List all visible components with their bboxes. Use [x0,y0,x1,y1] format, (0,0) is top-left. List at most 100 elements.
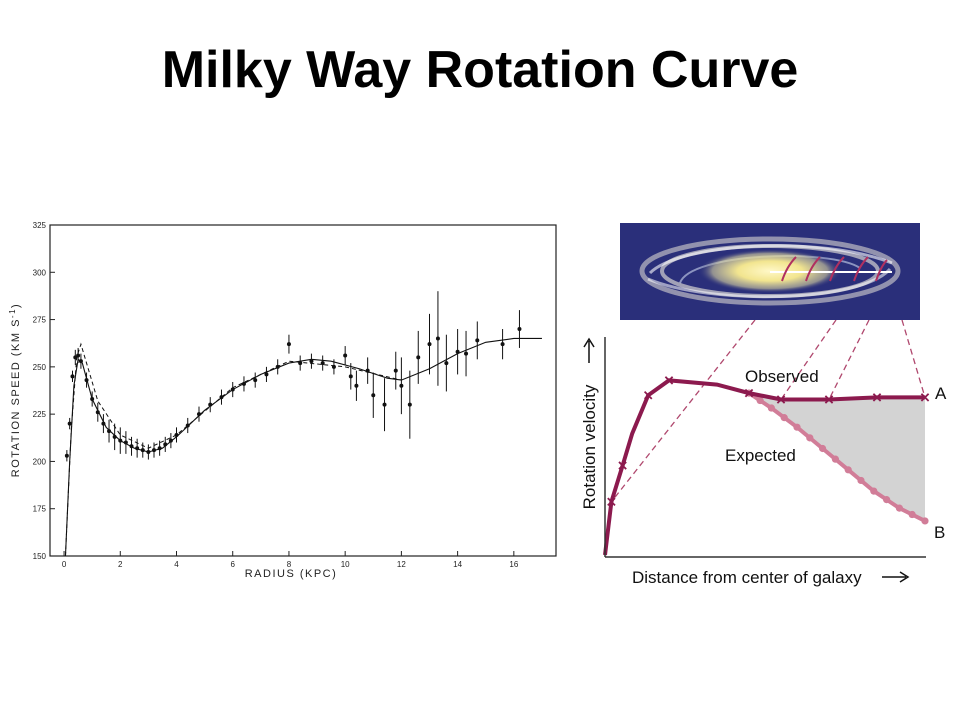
data-point [76,347,81,364]
data-marker [331,364,336,369]
data-point [129,436,134,456]
data-marker [393,368,398,373]
data-marker [444,361,449,366]
data-marker [320,361,325,366]
data-marker [286,342,291,347]
data-marker [348,374,353,379]
y-tick-label: 150 [33,552,47,561]
data-point [371,372,376,418]
data-marker [163,442,168,447]
data-marker [343,353,348,358]
data-marker [230,387,235,392]
data-point [95,402,100,422]
expected-point [819,444,827,453]
data-marker [107,429,112,434]
data-point [118,427,123,454]
y-tick-label: 200 [33,457,47,466]
data-marker [118,438,123,443]
data-point [343,346,348,365]
data-marker [95,410,100,415]
expected-point [793,423,801,431]
data-marker [298,361,303,366]
expected-point [895,504,903,512]
y-tick-label: 275 [33,316,47,325]
y-tick-label: 175 [33,505,47,514]
y-axis-label-main: ROTATION SPEED (KM S [10,318,22,477]
data-point [70,370,75,382]
data-marker [264,372,269,377]
data-marker [241,381,246,386]
expected-label: Expected [725,446,796,465]
x-tick-label: 6 [230,560,235,569]
x-tick-label: 14 [453,560,462,569]
data-point [348,363,353,390]
data-point [444,334,449,392]
y-axis-arrow-icon [583,337,595,363]
expected-point [806,434,814,442]
data-marker [253,378,258,383]
expected-point [857,476,865,485]
data-marker [309,359,314,364]
milky-way-rotation-curve-chart: 150 175 200 225 250 275 300 325 0 2 4 6 8 10 12 14 16 R… [8,221,557,580]
x-tick-label: 12 [397,560,406,569]
data-point [416,330,421,384]
data-point [208,397,213,413]
expected-point [883,496,891,504]
data-marker [371,393,376,398]
y-tick-label: 250 [33,363,47,372]
data-point [264,366,269,382]
data-point [464,330,469,377]
data-point [230,381,235,398]
observed-x-marker [776,395,786,404]
y-axis-label: Rotation velocity [580,384,599,509]
observed-x-marker [872,393,882,402]
data-marker [129,444,134,449]
data-marker [90,397,95,402]
data-marker [70,374,75,379]
data-marker [365,368,370,373]
curve-b-label: B [934,523,945,542]
data-point [354,370,359,401]
curve-a-label: A [935,384,947,403]
data-marker [78,359,83,364]
observed-x-marker [618,461,627,470]
observed-curve [603,378,925,556]
data-point [427,313,432,375]
data-point [135,438,140,458]
data-marker [399,383,404,388]
data-point [152,442,157,458]
data-point [500,329,505,360]
x-tick-label: 16 [509,560,518,569]
data-point [196,406,201,422]
expected-point [844,466,852,474]
data-point [241,376,246,392]
y-axis-label-close: ) [10,303,22,308]
data-point [399,357,404,415]
data-point [275,359,280,375]
data-marker [84,378,89,383]
observed-x-marker [664,376,674,385]
x-tick-label: 2 [118,560,123,569]
data-point [84,372,89,388]
expected-point [921,517,929,525]
data-point [112,423,117,451]
data-point [107,419,112,443]
expected-point [831,455,839,463]
data-marker [64,453,69,458]
data-point [320,355,325,371]
data-point [298,355,303,371]
x-tick-label: 4 [174,560,179,569]
observed-x-marker [607,497,616,506]
y-tick-label: 225 [33,410,47,419]
projection-dashed-line [610,320,756,503]
data-marker [185,423,190,428]
data-point [455,329,460,375]
spiral-galaxy-image [620,223,920,320]
data-marker [455,349,460,354]
observed-x-marker [824,395,834,404]
data-marker [382,402,387,407]
data-point [407,370,412,439]
projection-dashed-line [780,320,837,400]
data-marker [135,446,140,451]
data-point [253,372,258,388]
